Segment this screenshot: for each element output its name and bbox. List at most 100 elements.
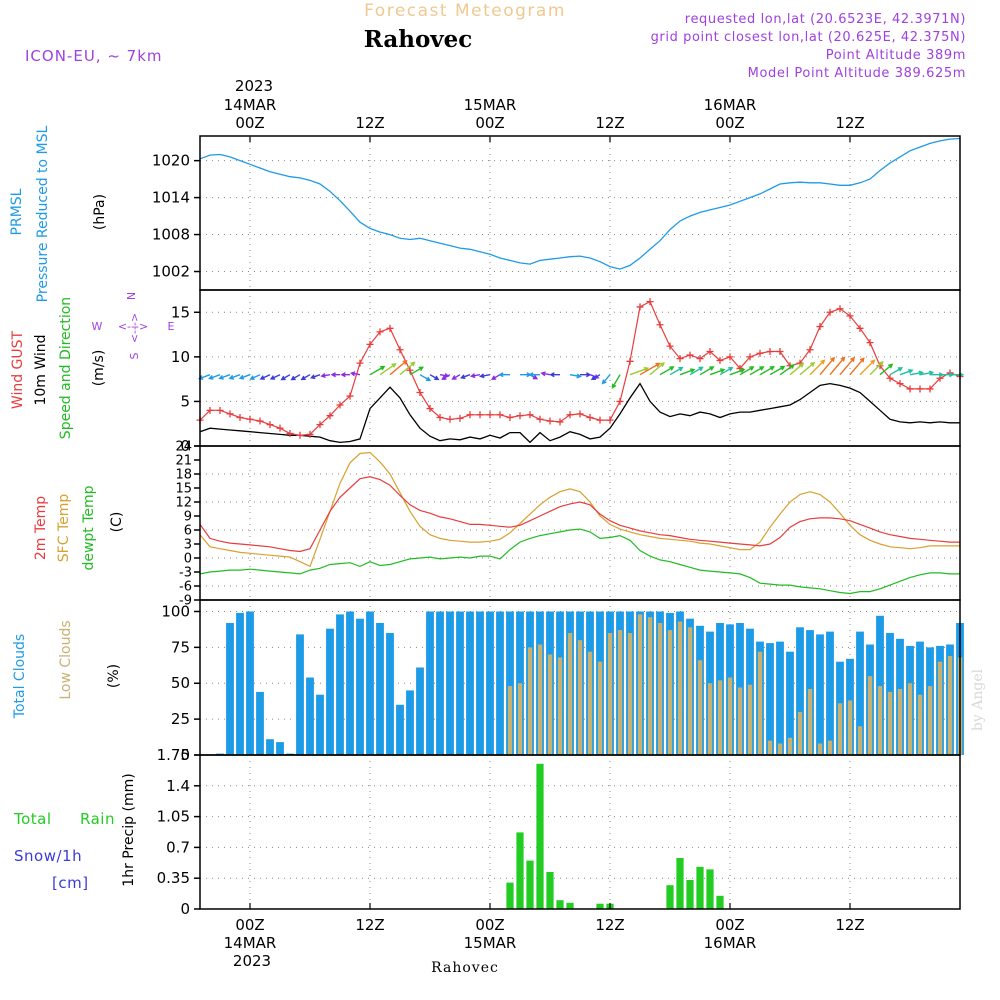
gust-marker [266, 421, 274, 429]
temperature-ytick-label: 18 [175, 468, 192, 483]
rain-bar [706, 869, 714, 909]
gust-marker [516, 412, 524, 420]
wind-arrow [719, 366, 734, 376]
gust-marker [226, 410, 234, 418]
model-altitude: Model Point Altitude 389.625m [748, 66, 966, 81]
wind-arrow [601, 374, 611, 385]
gust-marker [706, 348, 714, 356]
precip-ytick-label: 1.4 [166, 777, 190, 795]
gust-marker [446, 415, 454, 423]
top-hour-label: 00Z [475, 114, 504, 132]
gust-marker [836, 305, 844, 313]
rain-bar [716, 895, 724, 909]
wind-arrow [451, 374, 461, 380]
total-cloud-bar [506, 611, 514, 755]
gust-marker [676, 355, 684, 363]
low-cloud-bar [747, 684, 753, 755]
gust-marker [326, 412, 334, 420]
wind-arrow [819, 356, 836, 376]
panels: 1002100810141020051015-9-6-3036912151821… [152, 135, 965, 918]
gust-marker [826, 308, 834, 316]
temperature-ytick-label: 24 [175, 440, 192, 455]
total-cloud-bar [396, 704, 404, 755]
wind-ytick-label: 15 [171, 303, 190, 321]
low-cloud-bar [547, 654, 553, 755]
gust-marker [486, 411, 494, 419]
rain-bar [546, 872, 554, 909]
location-title: Rahovec [364, 26, 473, 53]
rain-bar [556, 900, 564, 909]
gust-marker [916, 385, 924, 393]
total-cloud-bar [446, 611, 454, 755]
wind-arrow [889, 367, 904, 376]
total-cloud-bar [416, 667, 424, 755]
wind-arrow [580, 372, 592, 378]
temp-label-sfc: SFC Temp [56, 494, 72, 563]
temperature-ytick-label: 6 [184, 524, 192, 539]
compass-horizontal: <---> [118, 320, 148, 333]
wind-arrow [709, 368, 726, 376]
top-hour-label: 12Z [355, 114, 384, 132]
total-cloud-bar [296, 634, 304, 755]
temperature-ytick-label: 12 [175, 496, 192, 511]
model-label: ICON-EU, ~ 7km [25, 47, 163, 65]
low-cloud-bar [947, 656, 953, 755]
rain-bar [676, 858, 684, 909]
temperature-ytick-label: 21 [175, 454, 192, 469]
top-date-label: 15MAR [464, 96, 517, 114]
wind-arrow [569, 373, 582, 379]
gust-marker [896, 380, 904, 388]
wind-arrow [829, 356, 846, 376]
top-hour-label: 12Z [835, 114, 864, 132]
wind-panel: 0 5 10 15 [171, 289, 965, 455]
wind-arrow [429, 374, 440, 381]
pressure-ytick-label: 1020 [152, 152, 190, 170]
low-cloud-bar [657, 623, 663, 755]
top-date-label: 16MAR [704, 96, 757, 114]
wind-arrow [330, 372, 340, 378]
precip-label-snow: Snow/1h [14, 847, 82, 865]
gust-marker [696, 355, 704, 363]
gust-marker [526, 411, 534, 419]
low-cloud-bar [927, 686, 933, 755]
wind-arrow [799, 361, 816, 376]
wind-arrow [839, 356, 856, 376]
bottom-date-label: 16MAR [704, 934, 757, 952]
low-cloud-bar [847, 700, 853, 755]
rain-bar [696, 866, 704, 909]
total-cloud-bar [376, 623, 384, 755]
low-cloud-bar [607, 633, 613, 755]
gust-marker [206, 406, 214, 414]
wind-line [199, 382, 960, 444]
wind-arrow [809, 359, 826, 376]
footer-location: Rahovec [431, 960, 499, 976]
total-cloud-bar [496, 611, 504, 755]
requested-coords: requested lon,lat (20.6523E, 42.3971N) [685, 12, 966, 27]
total-cloud-bar [826, 631, 834, 755]
gust-marker [336, 401, 344, 409]
total-cloud-bar [226, 623, 234, 755]
gust-marker [546, 417, 554, 425]
clouds-ytick-label: 75 [171, 638, 190, 656]
grid-point-coords: grid point closest lon,lat (20.625E, 42.… [651, 30, 966, 45]
low-cloud-bar [617, 630, 623, 755]
total-cloud-bar [456, 611, 464, 755]
wind-arrow [859, 359, 876, 376]
gust-marker [646, 298, 654, 306]
gust-marker [906, 385, 914, 393]
precip-label-cm: [cm] [52, 874, 89, 892]
low-cloud-bar [687, 627, 693, 755]
wind-arrow [629, 366, 650, 376]
wind-arrow [290, 374, 301, 381]
wind-ytick-label: 5 [180, 392, 190, 410]
pressure-label-prmsl: PRMSL [9, 188, 25, 235]
temperature-ytick-label: 0 [184, 552, 192, 567]
clouds-label-low: Low Clouds [58, 620, 74, 699]
pressure-units: (hPa) [92, 194, 108, 230]
gust-marker [576, 410, 584, 418]
wind-label-gust: Wind GUST [10, 330, 26, 409]
rain-bar [666, 885, 674, 909]
gust-marker [246, 415, 254, 423]
